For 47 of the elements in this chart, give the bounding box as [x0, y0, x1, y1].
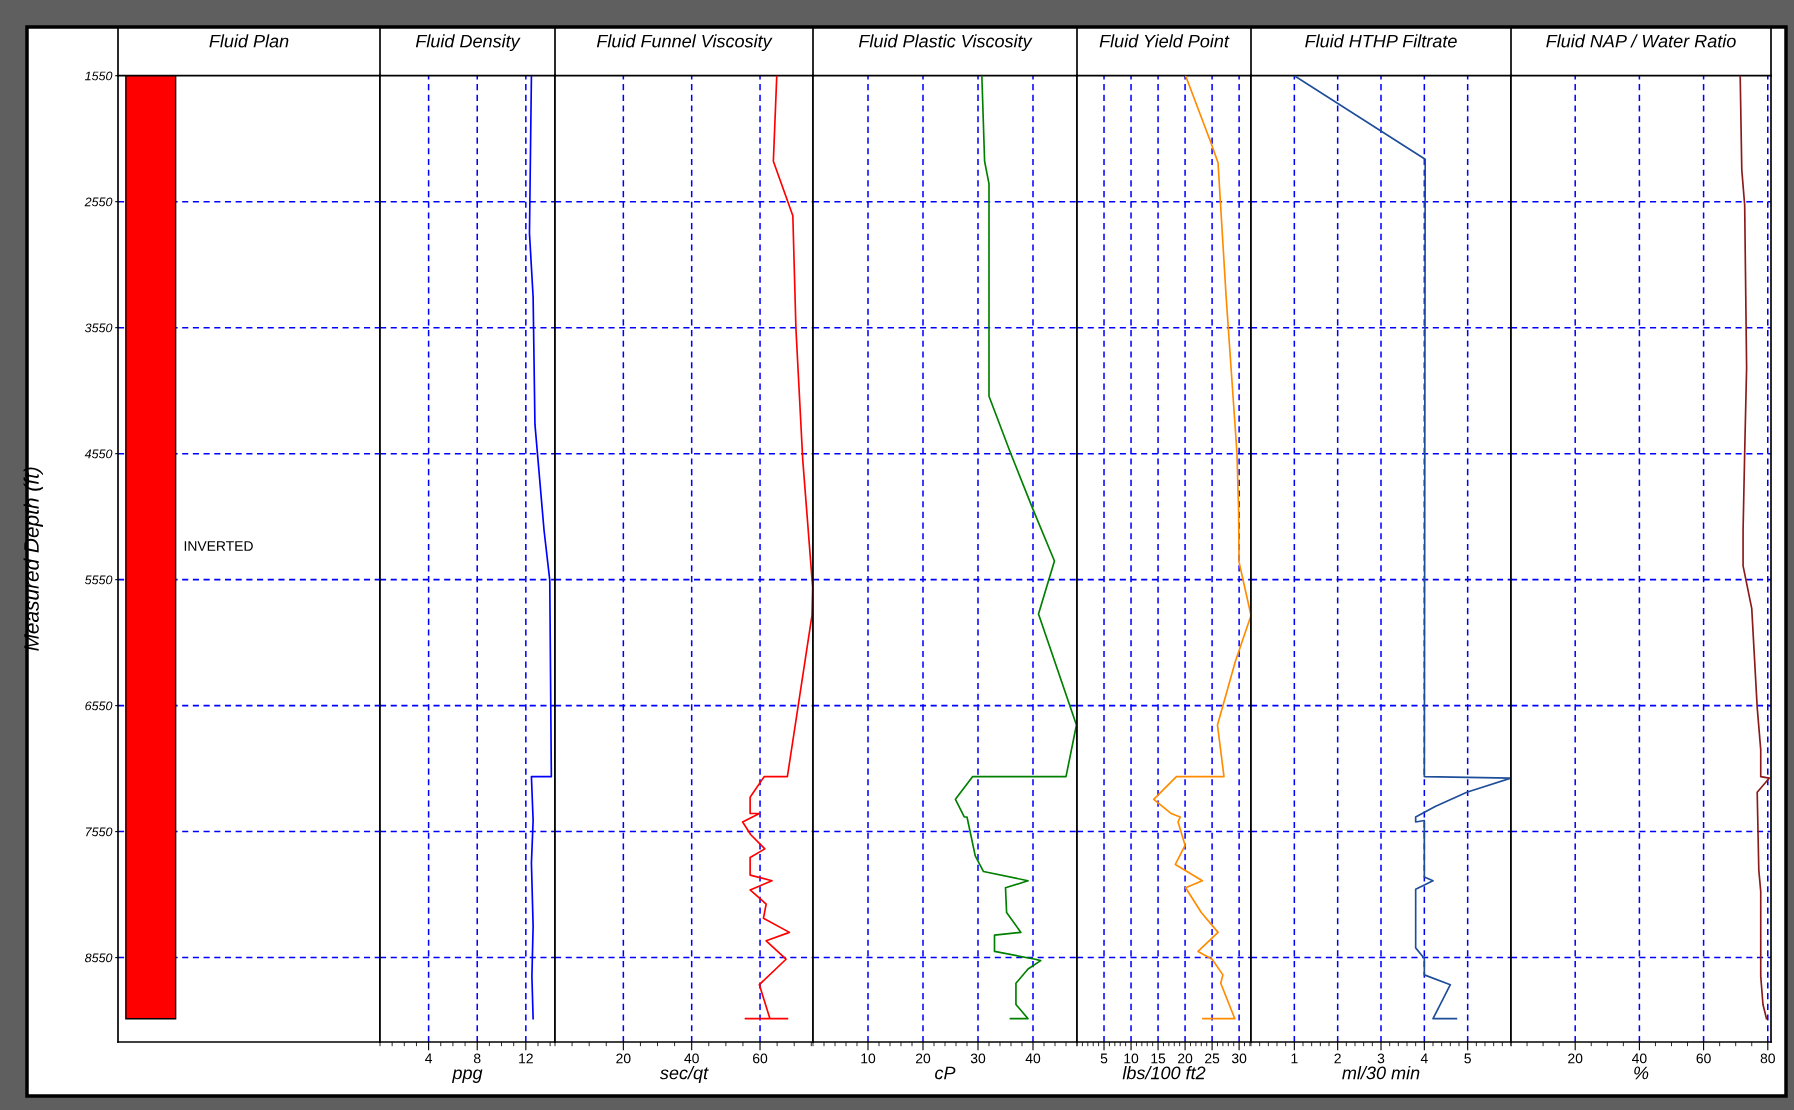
x-tick-label: 1: [1291, 1053, 1298, 1064]
x-tick-label: 60: [753, 1053, 768, 1064]
y-tick-label: 3550: [84, 323, 113, 333]
x-axis-title: %: [1634, 1066, 1649, 1080]
x-tick-label: 80: [1760, 1053, 1775, 1064]
x-tick-label: 20: [915, 1053, 931, 1064]
x-tick-label: 10: [861, 1053, 876, 1064]
x-tick-label: 8: [473, 1053, 481, 1064]
y-tick-label: 1550: [84, 71, 113, 81]
y-tick-label: 5550: [84, 575, 113, 585]
x-axis-title: sec/qt: [659, 1066, 709, 1083]
x-tick-label: 4: [1420, 1053, 1428, 1064]
x-axis-title: lbs/100 ft2: [1122, 1066, 1206, 1080]
chart-title: Fluid Plan: [209, 34, 289, 48]
x-tick-label: 20: [1568, 1053, 1583, 1064]
x-tick-label: 15: [1151, 1053, 1166, 1064]
x-tick-label: 12: [519, 1053, 533, 1064]
chart-title: Fluid Funnel Viscosity: [596, 34, 773, 52]
y-tick-label: 6550: [85, 701, 113, 711]
y-tick-label: 8550: [84, 953, 113, 963]
chart-title: Fluid HTHP Filtrate: [1305, 34, 1457, 48]
chart-title: Fluid Density: [415, 34, 521, 52]
x-tick-label: 20: [1178, 1053, 1193, 1064]
x-tick-label: 25: [1205, 1053, 1220, 1064]
x-tick-label: 5: [1464, 1053, 1471, 1064]
x-tick-label: 10: [1124, 1053, 1139, 1064]
x-axis-title: ppg: [451, 1069, 483, 1083]
x-tick-label: 4: [425, 1053, 433, 1064]
chart-title: Fluid Plastic Viscosity: [858, 34, 1033, 52]
x-tick-label: 2: [1334, 1053, 1341, 1064]
x-axis-title: cP: [935, 1066, 956, 1080]
x-tick-label: 30: [1231, 1053, 1247, 1064]
annotation: INVERTED: [184, 541, 253, 551]
x-tick-label: 60: [1696, 1053, 1711, 1064]
x-tick-label: 30: [970, 1053, 986, 1064]
x-tick-label: 40: [684, 1053, 699, 1064]
x-tick-label: 3: [1377, 1053, 1385, 1064]
x-axis-title: ml/30 min: [1342, 1066, 1420, 1080]
y-tick-label: 2550: [84, 197, 113, 207]
x-tick-label: 40: [1631, 1053, 1647, 1064]
y-tick-label: 4550: [84, 449, 113, 459]
x-tick-label: 20: [616, 1053, 631, 1064]
x-tick-label: 40: [1025, 1053, 1041, 1064]
chart-title: Fluid NAP / Water Ratio: [1546, 34, 1736, 48]
x-tick-label: 5: [1100, 1053, 1108, 1064]
chart-title: Fluid Yield Point: [1099, 34, 1230, 48]
y-tick-label: 7550: [85, 827, 113, 837]
